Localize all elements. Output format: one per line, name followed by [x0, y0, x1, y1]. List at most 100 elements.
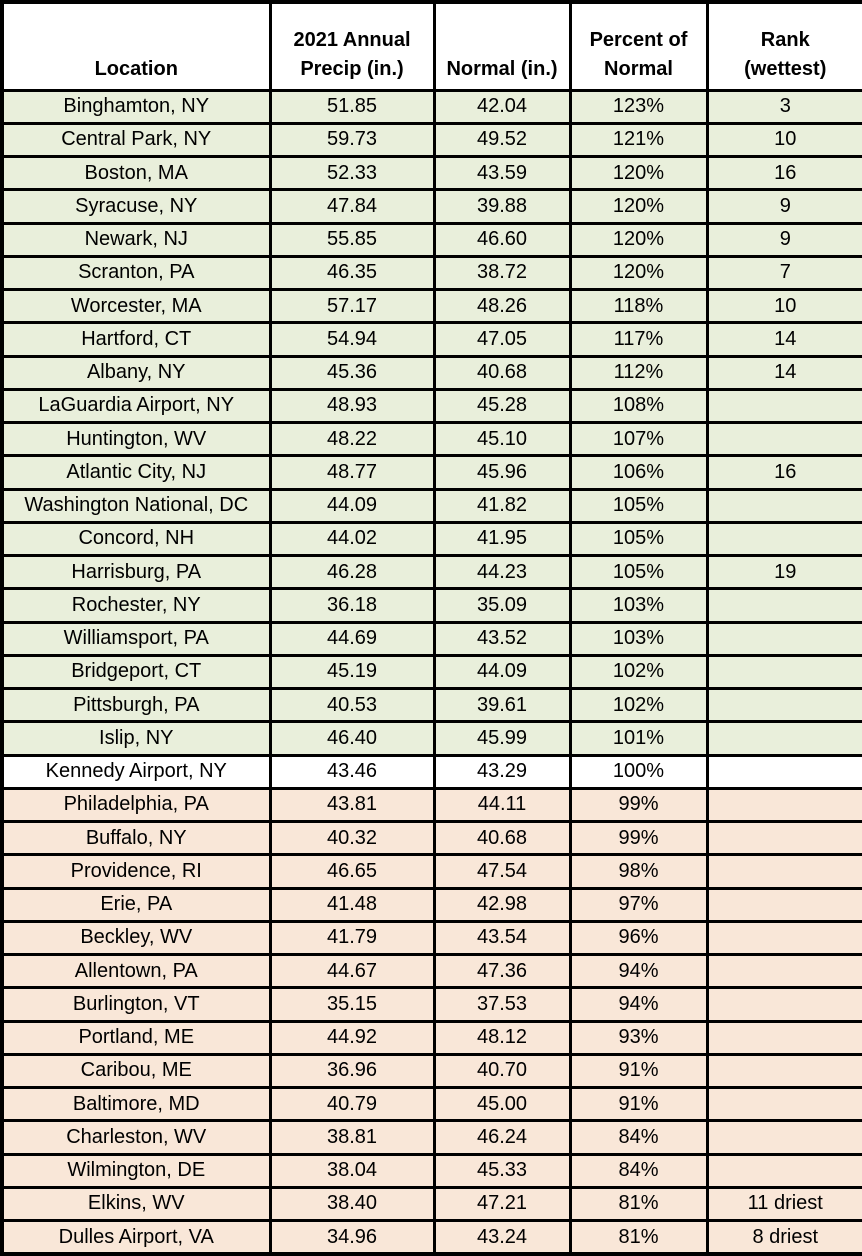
- cell-rank: [705, 686, 862, 724]
- cell-location: Concord, NH: [0, 520, 272, 558]
- cell-percent-of-normal: 105%: [568, 487, 709, 524]
- cell-annual-precip: 55.85: [268, 221, 436, 258]
- cell-location: Atlantic City, NJ: [0, 454, 272, 491]
- cell-location: Boston, MA: [0, 154, 272, 192]
- cell-normal: 48.26: [432, 287, 572, 325]
- table-row: Beckley, WV 41.79 43.54 96%: [0, 919, 862, 957]
- cell-location: Islip, NY: [0, 720, 272, 757]
- cell-location: Caribou, ME: [0, 1052, 272, 1090]
- cell-percent-of-normal: 91%: [568, 1085, 709, 1123]
- table-row: Portland, ME 44.92 48.12 93%: [0, 1019, 862, 1056]
- cell-annual-precip: 38.81: [268, 1119, 436, 1156]
- cell-percent-of-normal: 96%: [568, 919, 709, 957]
- cell-normal: 43.29: [432, 753, 572, 790]
- cell-rank: [705, 1019, 862, 1056]
- table-row: Syracuse, NY 47.84 39.88 120% 9: [0, 188, 862, 225]
- cell-rank: 8 driest: [705, 1219, 862, 1256]
- cell-annual-precip: 45.19: [268, 653, 436, 691]
- cell-annual-precip: 48.93: [268, 387, 436, 425]
- cell-location: Scranton, PA: [0, 254, 272, 292]
- cell-rank: [705, 1119, 862, 1156]
- cell-normal: 48.12: [432, 1019, 572, 1056]
- cell-location: Hartford, CT: [0, 321, 272, 358]
- cell-annual-precip: 51.85: [268, 88, 436, 125]
- table-row: Washington National, DC 44.09 41.82 105%: [0, 487, 862, 524]
- cell-annual-precip: 48.77: [268, 454, 436, 491]
- cell-normal: 35.09: [432, 587, 572, 624]
- table-row: Charleston, WV 38.81 46.24 84%: [0, 1119, 862, 1156]
- cell-annual-precip: 41.48: [268, 886, 436, 923]
- table-header: Location 2021 Annual Precip (in.) Normal…: [0, 0, 862, 92]
- cell-annual-precip: 54.94: [268, 321, 436, 358]
- cell-annual-precip: 38.04: [268, 1152, 436, 1189]
- cell-annual-precip: 48.22: [268, 420, 436, 458]
- table-row: Erie, PA 41.48 42.98 97%: [0, 886, 862, 923]
- cell-annual-precip: 36.18: [268, 587, 436, 624]
- table-row: Atlantic City, NJ 48.77 45.96 106% 16: [0, 454, 862, 491]
- table-row: Wilmington, DE 38.04 45.33 84%: [0, 1152, 862, 1189]
- table-row: Providence, RI 46.65 47.54 98%: [0, 853, 862, 890]
- table-row: Bridgeport, CT 45.19 44.09 102%: [0, 653, 862, 691]
- cell-percent-of-normal: 84%: [568, 1119, 709, 1156]
- cell-normal: 45.28: [432, 387, 572, 425]
- cell-normal: 45.99: [432, 720, 572, 757]
- cell-rank: [705, 786, 862, 824]
- cell-rank: [705, 720, 862, 757]
- cell-rank: [705, 853, 862, 890]
- cell-annual-precip: 35.15: [268, 986, 436, 1023]
- cell-percent-of-normal: 120%: [568, 221, 709, 258]
- cell-location: Binghamton, NY: [0, 88, 272, 125]
- table-body: Binghamton, NY 51.85 42.04 123% 3 Centra…: [0, 88, 862, 1256]
- cell-location: Central Park, NY: [0, 121, 272, 159]
- cell-location: Burlington, VT: [0, 986, 272, 1023]
- table-row: Central Park, NY 59.73 49.52 121% 10: [0, 121, 862, 159]
- table-row: Newark, NJ 55.85 46.60 120% 9: [0, 221, 862, 258]
- cell-percent-of-normal: 112%: [568, 354, 709, 391]
- cell-normal: 39.88: [432, 188, 572, 225]
- cell-percent-of-normal: 102%: [568, 653, 709, 691]
- cell-normal: 43.24: [432, 1219, 572, 1256]
- cell-percent-of-normal: 121%: [568, 121, 709, 159]
- cell-percent-of-normal: 101%: [568, 720, 709, 757]
- cell-normal: 40.68: [432, 354, 572, 391]
- cell-location: Kennedy Airport, NY: [0, 753, 272, 790]
- table-row: Baltimore, MD 40.79 45.00 91%: [0, 1085, 862, 1123]
- table-row: Boston, MA 52.33 43.59 120% 16: [0, 154, 862, 192]
- cell-percent-of-normal: 120%: [568, 254, 709, 292]
- cell-location: Williamsport, PA: [0, 620, 272, 657]
- cell-normal: 43.52: [432, 620, 572, 657]
- cell-normal: 45.96: [432, 454, 572, 491]
- cell-rank: [705, 753, 862, 790]
- cell-normal: 46.60: [432, 221, 572, 258]
- table-row: Kennedy Airport, NY 43.46 43.29 100%: [0, 753, 862, 790]
- cell-rank: 11 driest: [705, 1185, 862, 1223]
- cell-percent-of-normal: 97%: [568, 886, 709, 923]
- cell-percent-of-normal: 98%: [568, 853, 709, 890]
- cell-rank: [705, 520, 862, 558]
- header-normal: Normal (in.): [432, 0, 572, 92]
- cell-annual-precip: 41.79: [268, 919, 436, 957]
- cell-percent-of-normal: 107%: [568, 420, 709, 458]
- cell-normal: 43.59: [432, 154, 572, 192]
- cell-percent-of-normal: 105%: [568, 520, 709, 558]
- cell-percent-of-normal: 99%: [568, 786, 709, 824]
- cell-percent-of-normal: 81%: [568, 1185, 709, 1223]
- cell-normal: 45.33: [432, 1152, 572, 1189]
- table-row: Concord, NH 44.02 41.95 105%: [0, 520, 862, 558]
- cell-normal: 37.53: [432, 986, 572, 1023]
- cell-percent-of-normal: 103%: [568, 620, 709, 657]
- cell-rank: [705, 487, 862, 524]
- cell-annual-precip: 43.81: [268, 786, 436, 824]
- cell-rank: 10: [705, 121, 862, 159]
- cell-percent-of-normal: 123%: [568, 88, 709, 125]
- table-row: Worcester, MA 57.17 48.26 118% 10: [0, 287, 862, 325]
- table-row: Williamsport, PA 44.69 43.52 103%: [0, 620, 862, 657]
- cell-normal: 40.70: [432, 1052, 572, 1090]
- cell-normal: 46.24: [432, 1119, 572, 1156]
- cell-annual-precip: 34.96: [268, 1219, 436, 1256]
- cell-annual-precip: 59.73: [268, 121, 436, 159]
- cell-percent-of-normal: 102%: [568, 686, 709, 724]
- cell-annual-precip: 43.46: [268, 753, 436, 790]
- cell-rank: [705, 1085, 862, 1123]
- header-percent-of-normal: Percent of Normal: [568, 0, 709, 92]
